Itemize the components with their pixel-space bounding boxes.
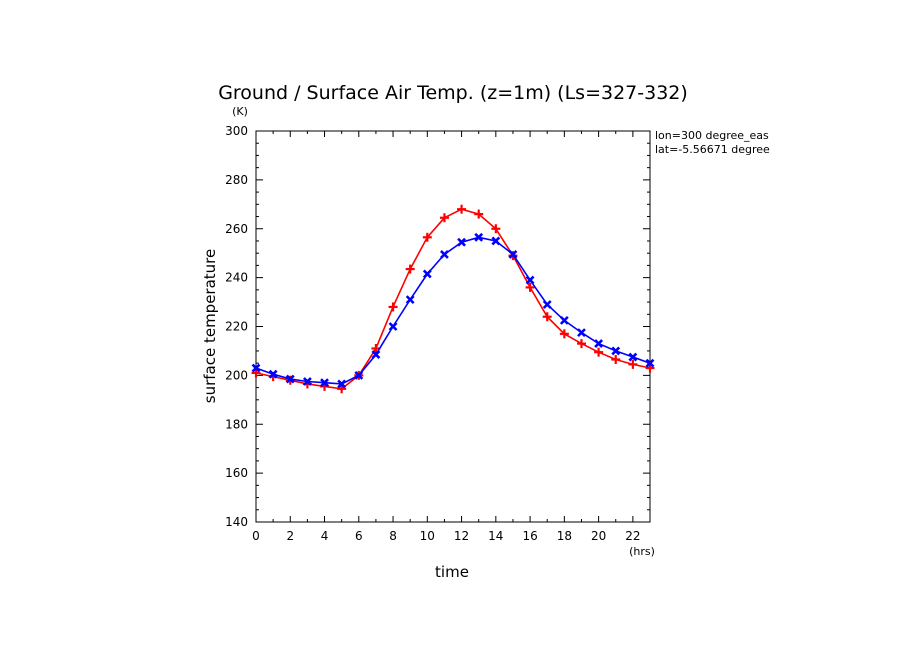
x-axis-label: time bbox=[435, 563, 469, 581]
y-tick-label: 160 bbox=[225, 466, 248, 480]
data-point bbox=[594, 347, 604, 357]
data-point bbox=[508, 249, 518, 259]
data-point bbox=[285, 374, 295, 384]
y-tick-label: 240 bbox=[225, 271, 248, 285]
data-point bbox=[337, 379, 347, 389]
data-point bbox=[611, 346, 621, 356]
annotation-lat: lat=-5.56671 degree bbox=[655, 143, 770, 156]
data-point bbox=[645, 358, 655, 368]
data-point bbox=[474, 209, 484, 219]
y-tick-label: 280 bbox=[225, 173, 248, 187]
data-point bbox=[371, 350, 381, 360]
data-point bbox=[577, 328, 586, 338]
data-point bbox=[457, 237, 466, 247]
series-line-1 bbox=[255, 208, 651, 390]
data-point bbox=[542, 300, 552, 309]
data-point bbox=[251, 363, 261, 373]
data-point bbox=[337, 384, 347, 394]
y-tick-label: 200 bbox=[225, 368, 248, 382]
x-tick-label: 20 bbox=[591, 529, 606, 543]
data-point bbox=[439, 213, 449, 223]
data-point bbox=[491, 224, 501, 234]
data-point bbox=[474, 232, 484, 242]
data-point bbox=[559, 329, 569, 339]
data-point bbox=[611, 354, 621, 364]
y-tick-label: 260 bbox=[225, 222, 248, 236]
data-point bbox=[645, 363, 655, 373]
data-point bbox=[268, 369, 278, 379]
data-point bbox=[320, 378, 329, 388]
y-tick-label: 180 bbox=[225, 417, 248, 431]
series-line-2 bbox=[255, 236, 651, 385]
data-point bbox=[440, 249, 449, 259]
data-point bbox=[628, 352, 638, 362]
data-point bbox=[388, 322, 398, 331]
data-point bbox=[405, 295, 415, 305]
x-unit-label: (hrs) bbox=[629, 545, 655, 558]
data-point bbox=[422, 232, 432, 242]
data-point bbox=[457, 204, 467, 214]
x-tick-label: 2 bbox=[286, 529, 294, 543]
data-point bbox=[594, 339, 604, 349]
data-point bbox=[405, 264, 415, 274]
x-tick-label: 16 bbox=[522, 529, 537, 543]
plot-frame bbox=[255, 130, 651, 523]
x-tick-label: 12 bbox=[454, 529, 469, 543]
x-tick-label: 22 bbox=[625, 529, 640, 543]
data-point bbox=[302, 377, 312, 386]
data-point bbox=[491, 236, 501, 246]
y-tick-label: 300 bbox=[225, 124, 248, 138]
data-point bbox=[354, 370, 364, 380]
y-tick-label: 140 bbox=[225, 515, 248, 529]
chart-title: Ground / Surface Air Temp. (z=1m) (Ls=32… bbox=[218, 82, 688, 104]
data-point bbox=[251, 368, 261, 378]
x-tick-label: 8 bbox=[389, 529, 397, 543]
data-point bbox=[388, 302, 398, 312]
data-point bbox=[525, 275, 535, 285]
annotation-lon: lon=300 degree_eas bbox=[655, 129, 769, 142]
data-point bbox=[559, 315, 569, 325]
y-axis-label: surface temperature bbox=[201, 249, 219, 404]
x-tick-label: 0 bbox=[252, 529, 260, 543]
data-point bbox=[422, 269, 432, 279]
series-layer bbox=[251, 204, 655, 394]
x-tick-label: 18 bbox=[557, 529, 572, 543]
x-tick-label: 4 bbox=[321, 529, 329, 543]
y-unit-label: (K) bbox=[232, 105, 248, 118]
data-point bbox=[542, 312, 552, 322]
data-point bbox=[525, 282, 535, 292]
x-tick-label: 6 bbox=[355, 529, 363, 543]
axis-ticks: 0 2 4 6 8 10 12 14 16 18 20 22 140 160 180 200 220 240 260… bbox=[225, 124, 651, 543]
x-tick-label: 14 bbox=[488, 529, 503, 543]
y-tick-label: 220 bbox=[225, 320, 248, 334]
data-point bbox=[576, 339, 586, 349]
x-tick-label: 10 bbox=[420, 529, 435, 543]
data-point bbox=[628, 359, 638, 369]
